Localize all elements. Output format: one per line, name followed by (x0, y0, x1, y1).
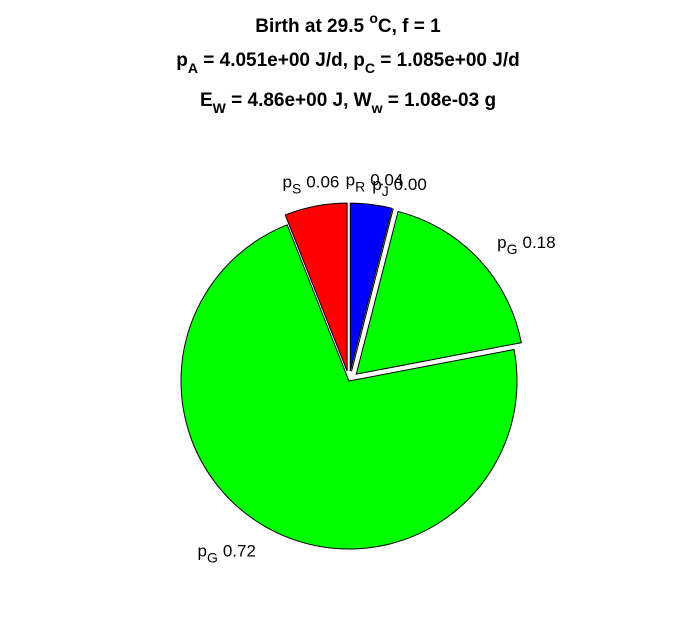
title-run: E (200, 90, 213, 111)
slice-label-sub: J (382, 183, 389, 199)
title-run: A (188, 60, 198, 76)
slice-label-sub: G (507, 241, 518, 257)
slice-label: pS 0.06 (282, 172, 339, 196)
pie-slice (284, 202, 348, 372)
slice-label-sub: G (207, 549, 218, 565)
slice-label-value: 0.72 (223, 541, 256, 560)
title-run: w (371, 100, 383, 116)
title-run: = 4.051e+00 J/d, p (198, 50, 365, 71)
slice-label: pG 0.72 (197, 541, 255, 565)
title-run: C (365, 60, 375, 76)
pie-slice (180, 224, 518, 550)
pie-slice (349, 202, 393, 372)
slice-label-name: p (346, 170, 355, 189)
slice-label-value: 0.04 (370, 170, 403, 189)
title-run: = 1.085e+00 J/d (375, 50, 520, 71)
slice-label-name: p (497, 233, 506, 252)
title-run: p (176, 50, 188, 71)
chart-title: pA = 4.051e+00 J/d, pC = 1.085e+00 J/d (176, 50, 519, 76)
chart-title: Birth at 29.5 oC, f = 1 (255, 10, 441, 37)
slice-label-name: p (197, 541, 206, 560)
slice-label-value: 0.00 (394, 175, 427, 194)
slice-label-name: p (282, 172, 291, 191)
slice-label: pR 0.04 (346, 170, 404, 194)
title-run: = 4.86e+00 J, W (226, 90, 372, 111)
title-run: W (213, 100, 227, 116)
slice-label: pG 0.18 (497, 233, 555, 257)
slice-label: pJ 0.00 (372, 175, 427, 199)
title-run: o (369, 10, 378, 26)
slice-label-value: 0.18 (522, 233, 555, 252)
slice-label-sub: S (292, 180, 301, 196)
title-run: = 1.08e-03 g (383, 90, 497, 111)
chart-title: EW = 4.86e+00 J, Ww = 1.08e-03 g (200, 90, 496, 116)
pie-slice (355, 210, 522, 375)
title-run: C, f = 1 (378, 16, 441, 37)
slice-label-sub: R (355, 178, 365, 194)
title-run: Birth at 29.5 (255, 16, 369, 37)
slice-label-value: 0.06 (306, 172, 339, 191)
slice-label-name: p (372, 175, 381, 194)
